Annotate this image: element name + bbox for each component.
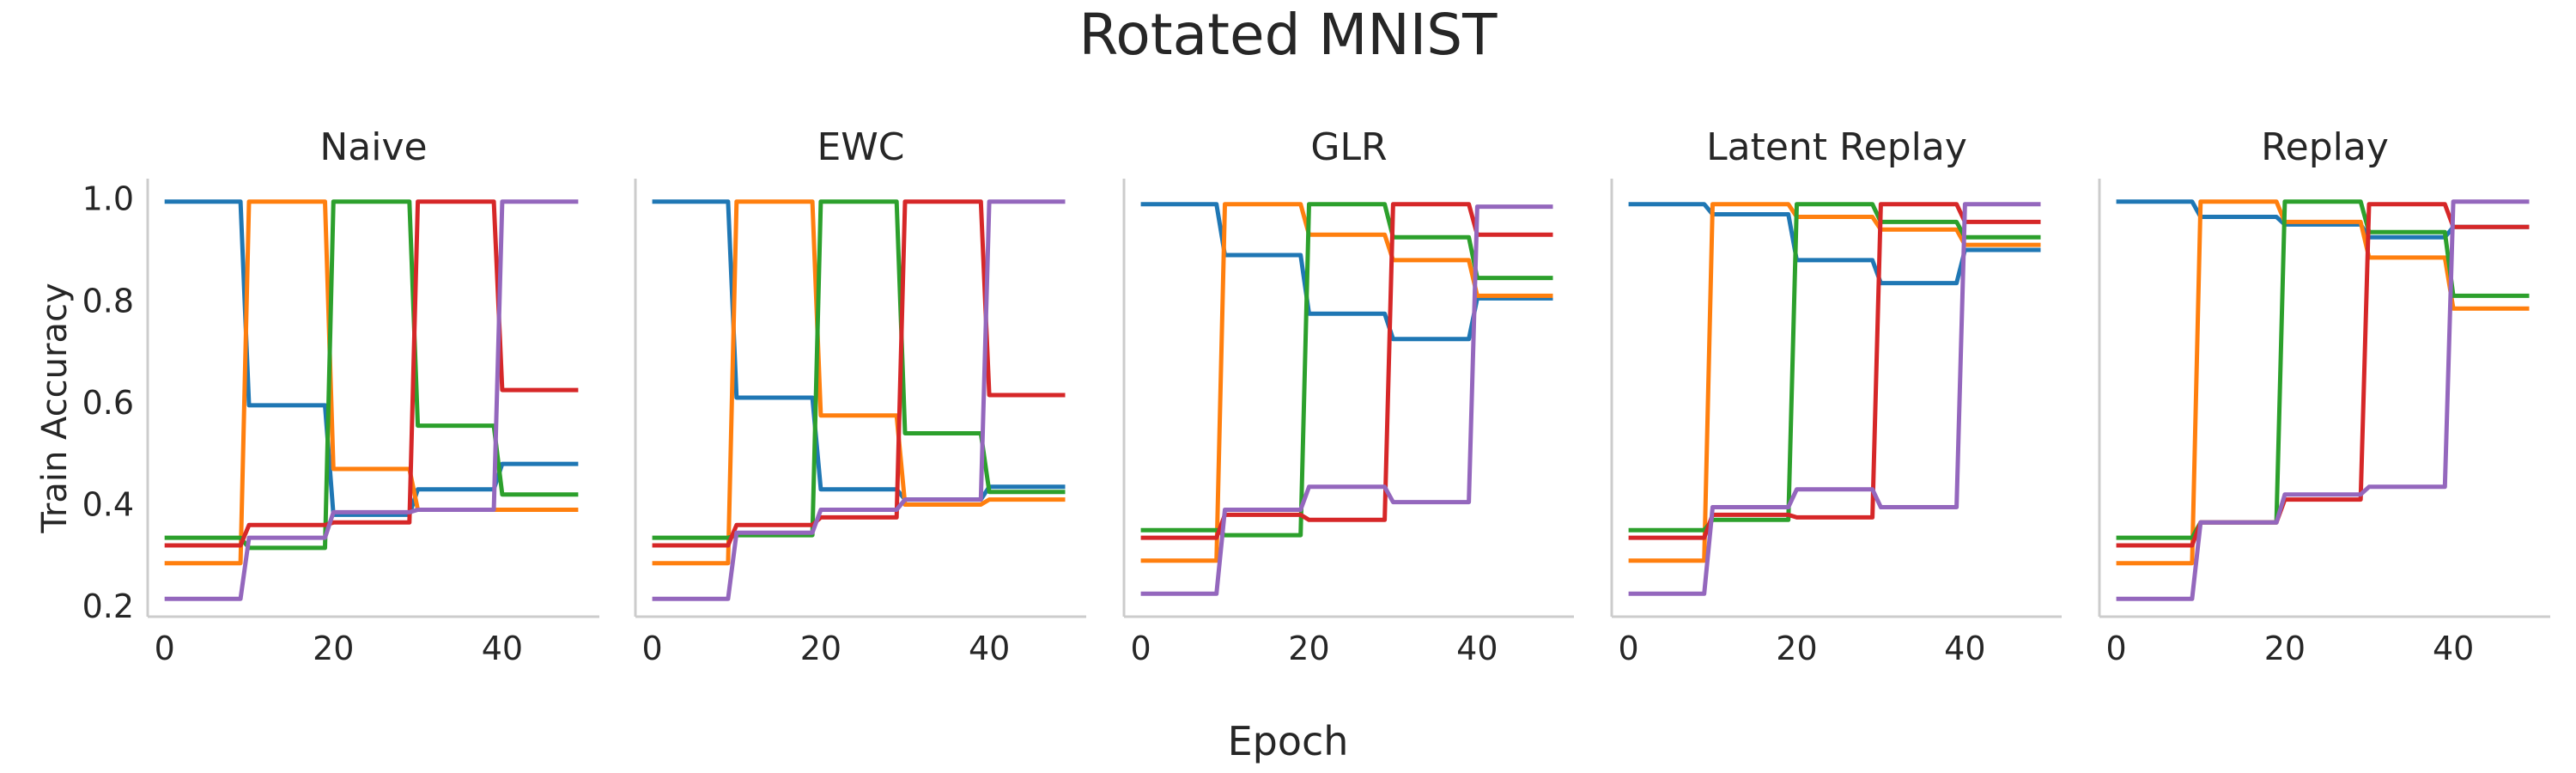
series-line-2 bbox=[652, 199, 1066, 566]
x-tick-label: 0 bbox=[1130, 630, 1151, 667]
series-line-5 bbox=[2116, 199, 2530, 601]
x-tick-label: 20 bbox=[2264, 630, 2306, 667]
y-tick-label: 0.8 bbox=[82, 282, 134, 320]
series-line-5 bbox=[164, 199, 579, 601]
series-line-4 bbox=[1140, 202, 1553, 540]
panel-3: GLR 0 20 40 bbox=[1122, 125, 1574, 667]
panel-1: Naive 0 20 40 0.2 0.4 0.6 0.8 1.0 bbox=[82, 125, 599, 667]
figure-title: Rotated MNIST bbox=[1078, 2, 1498, 68]
series-line-3 bbox=[164, 199, 579, 551]
y-tick-label: 0.6 bbox=[82, 384, 134, 422]
panel-2: EWC 0 20 40 bbox=[634, 125, 1086, 667]
y-tick-label: 0.4 bbox=[82, 486, 134, 524]
series-line-2 bbox=[2116, 199, 2530, 566]
y-tick-label: 1.0 bbox=[82, 180, 134, 218]
series-line-5 bbox=[652, 199, 1066, 601]
series-line-2 bbox=[164, 199, 579, 566]
x-tick-label: 0 bbox=[155, 630, 175, 667]
x-tick-label: 20 bbox=[1288, 630, 1329, 667]
x-tick-label: 20 bbox=[800, 630, 841, 667]
x-tick-label: 40 bbox=[969, 630, 1010, 667]
y-axis-label: Train Accuracy bbox=[35, 283, 75, 533]
series-line-3 bbox=[1628, 202, 2041, 533]
x-tick-label: 20 bbox=[313, 630, 354, 667]
series-line-3 bbox=[2116, 199, 2530, 540]
x-tick-label: 40 bbox=[482, 630, 523, 667]
x-tick-label: 40 bbox=[1456, 630, 1498, 667]
panel-title: Replay bbox=[2261, 125, 2389, 169]
series-line-4 bbox=[2116, 202, 2530, 548]
series-line-5 bbox=[1140, 204, 1553, 596]
x-axis-label: Epoch bbox=[1227, 718, 1349, 764]
series-line-2 bbox=[1628, 202, 2041, 563]
x-tick-label: 0 bbox=[2106, 630, 2127, 667]
x-tick-label: 40 bbox=[1944, 630, 1985, 667]
series-line-1 bbox=[652, 199, 1066, 502]
series-line-1 bbox=[1140, 202, 1553, 342]
x-tick-label: 20 bbox=[1776, 630, 1817, 667]
series-line-4 bbox=[1628, 202, 2041, 540]
panel-title: GLR bbox=[1310, 125, 1387, 169]
x-tick-label: 0 bbox=[642, 630, 663, 667]
series-line-1 bbox=[2116, 199, 2530, 240]
panel-5: Replay 0 20 40 bbox=[2098, 125, 2550, 667]
x-tick-label: 40 bbox=[2433, 630, 2474, 667]
x-tick-label: 0 bbox=[1618, 630, 1638, 667]
panel-title: EWC bbox=[817, 125, 904, 169]
series-line-5 bbox=[1628, 202, 2041, 596]
panel-title: Naive bbox=[319, 125, 427, 169]
y-tick-label: 0.2 bbox=[82, 587, 134, 625]
series-line-1 bbox=[1628, 202, 2041, 286]
series-line-2 bbox=[1140, 202, 1553, 563]
panel-title: Latent Replay bbox=[1706, 125, 1967, 169]
panel-4: Latent Replay 0 20 40 bbox=[1610, 125, 2062, 667]
